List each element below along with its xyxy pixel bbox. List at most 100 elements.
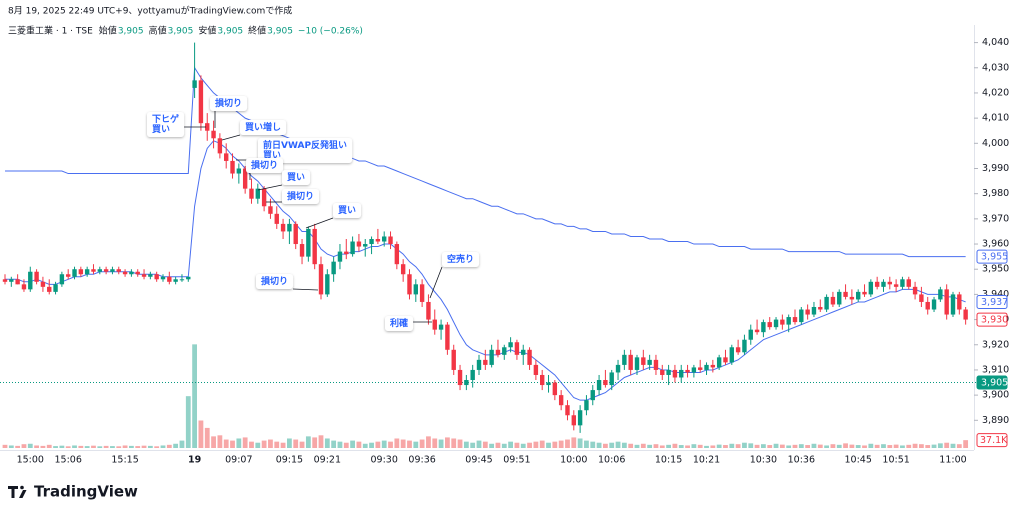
volume-bar bbox=[198, 420, 204, 448]
candle-body bbox=[230, 160, 235, 174]
candle-body bbox=[179, 279, 185, 281]
legend-text: 始値 bbox=[99, 25, 117, 37]
candle-body bbox=[919, 294, 924, 302]
candle-body bbox=[508, 342, 513, 348]
legend-text: 安値 bbox=[198, 25, 216, 37]
volume-bar bbox=[868, 443, 874, 448]
annotation-box bbox=[282, 170, 311, 185]
volume-tag-label: 37.1K bbox=[980, 435, 1008, 446]
y-tick-label: 4,000 bbox=[982, 138, 1009, 149]
volume-bar bbox=[476, 440, 482, 448]
volume-bar bbox=[147, 445, 153, 448]
volume-bar bbox=[590, 441, 596, 448]
volume-bar bbox=[217, 435, 223, 448]
candle-body bbox=[236, 168, 242, 174]
volume-bar bbox=[546, 442, 551, 448]
volume-bar bbox=[419, 439, 425, 448]
x-tick-label: 10:15 bbox=[655, 455, 682, 466]
volume-bar bbox=[192, 344, 197, 448]
candle-body bbox=[849, 296, 855, 300]
volume-bar bbox=[312, 437, 318, 448]
candle-body bbox=[874, 281, 880, 287]
annotation-box bbox=[240, 120, 287, 135]
volume-bar bbox=[122, 445, 128, 448]
volume-bar bbox=[116, 446, 122, 448]
volume-bar bbox=[527, 442, 532, 448]
candle-body bbox=[577, 410, 583, 426]
candle-body bbox=[893, 284, 899, 287]
candle-body bbox=[830, 296, 836, 305]
annotation: 損切り bbox=[266, 189, 320, 204]
candle-body bbox=[249, 188, 254, 199]
candle-body bbox=[47, 286, 52, 292]
candle-body bbox=[331, 261, 336, 275]
annotation-text: 買い増し bbox=[245, 121, 281, 133]
candle-body bbox=[666, 369, 671, 375]
x-tick-label: 10:45 bbox=[845, 455, 872, 466]
volume-bar bbox=[672, 443, 678, 448]
candle-body bbox=[685, 369, 690, 373]
volume-bar bbox=[489, 443, 495, 448]
legend-text: −10 (−0.26%) bbox=[298, 27, 363, 37]
volume-bar bbox=[318, 435, 324, 448]
candle-body bbox=[647, 359, 652, 365]
volume-bar bbox=[697, 444, 703, 448]
volume-bar bbox=[236, 438, 242, 448]
x-tick-label: 09:36 bbox=[408, 455, 435, 466]
candle-body bbox=[546, 382, 551, 386]
candle-body bbox=[558, 395, 564, 406]
candle-body bbox=[641, 357, 646, 365]
candle-body bbox=[154, 274, 159, 280]
legend-text: 3,905 bbox=[118, 27, 144, 37]
candle-body bbox=[299, 244, 305, 257]
volume-bar bbox=[634, 444, 640, 448]
candle-body bbox=[729, 347, 734, 363]
volume-bar bbox=[792, 444, 798, 448]
candle-body bbox=[843, 291, 848, 297]
volume-bar bbox=[287, 438, 292, 448]
annotation-box bbox=[442, 252, 480, 267]
candle-body bbox=[931, 299, 937, 310]
candle-body bbox=[672, 369, 678, 378]
candle-body bbox=[489, 349, 494, 365]
candle-body bbox=[135, 271, 140, 275]
annotation-box bbox=[246, 158, 284, 173]
volume-bar bbox=[230, 440, 235, 448]
candle-body bbox=[116, 269, 121, 272]
volume-bar bbox=[15, 445, 21, 448]
candle-body bbox=[963, 309, 968, 320]
volume-bar bbox=[369, 442, 374, 448]
volume-bar bbox=[653, 444, 659, 448]
volume-bar bbox=[204, 427, 210, 448]
volume-bar bbox=[748, 443, 754, 448]
volume-bar bbox=[211, 436, 216, 448]
x-tick-label: 11:00 bbox=[939, 455, 966, 466]
volume-bar bbox=[956, 444, 962, 448]
x-tick-label: 09:45 bbox=[465, 455, 492, 466]
volume-bar bbox=[805, 445, 811, 448]
volume-bar bbox=[91, 445, 96, 448]
volume-bar bbox=[830, 444, 836, 448]
volume-bar bbox=[53, 446, 58, 448]
candle-body bbox=[91, 269, 96, 272]
annotation-text: 空売り bbox=[447, 253, 474, 265]
volume-bar bbox=[34, 445, 39, 448]
candle-body bbox=[21, 284, 27, 290]
annotation-text: 損切り bbox=[215, 97, 242, 109]
volume-bar bbox=[299, 441, 305, 448]
candle-body bbox=[318, 264, 324, 295]
logo-icon-dot bbox=[20, 485, 24, 490]
volume-bar bbox=[166, 444, 172, 448]
volume-bar bbox=[463, 441, 469, 448]
volume-bar bbox=[937, 443, 943, 448]
candle-body bbox=[192, 80, 197, 88]
candle-body bbox=[818, 306, 823, 310]
y-tick-label: 3,910 bbox=[982, 364, 1009, 375]
volume-tag bbox=[976, 433, 1008, 448]
volume-bar bbox=[565, 439, 570, 448]
candle-body bbox=[710, 364, 716, 368]
annotation: 買い bbox=[305, 203, 362, 229]
annotation-box bbox=[258, 138, 353, 163]
y-tick-label: 3,960 bbox=[982, 239, 1009, 250]
candle-body bbox=[66, 274, 71, 277]
